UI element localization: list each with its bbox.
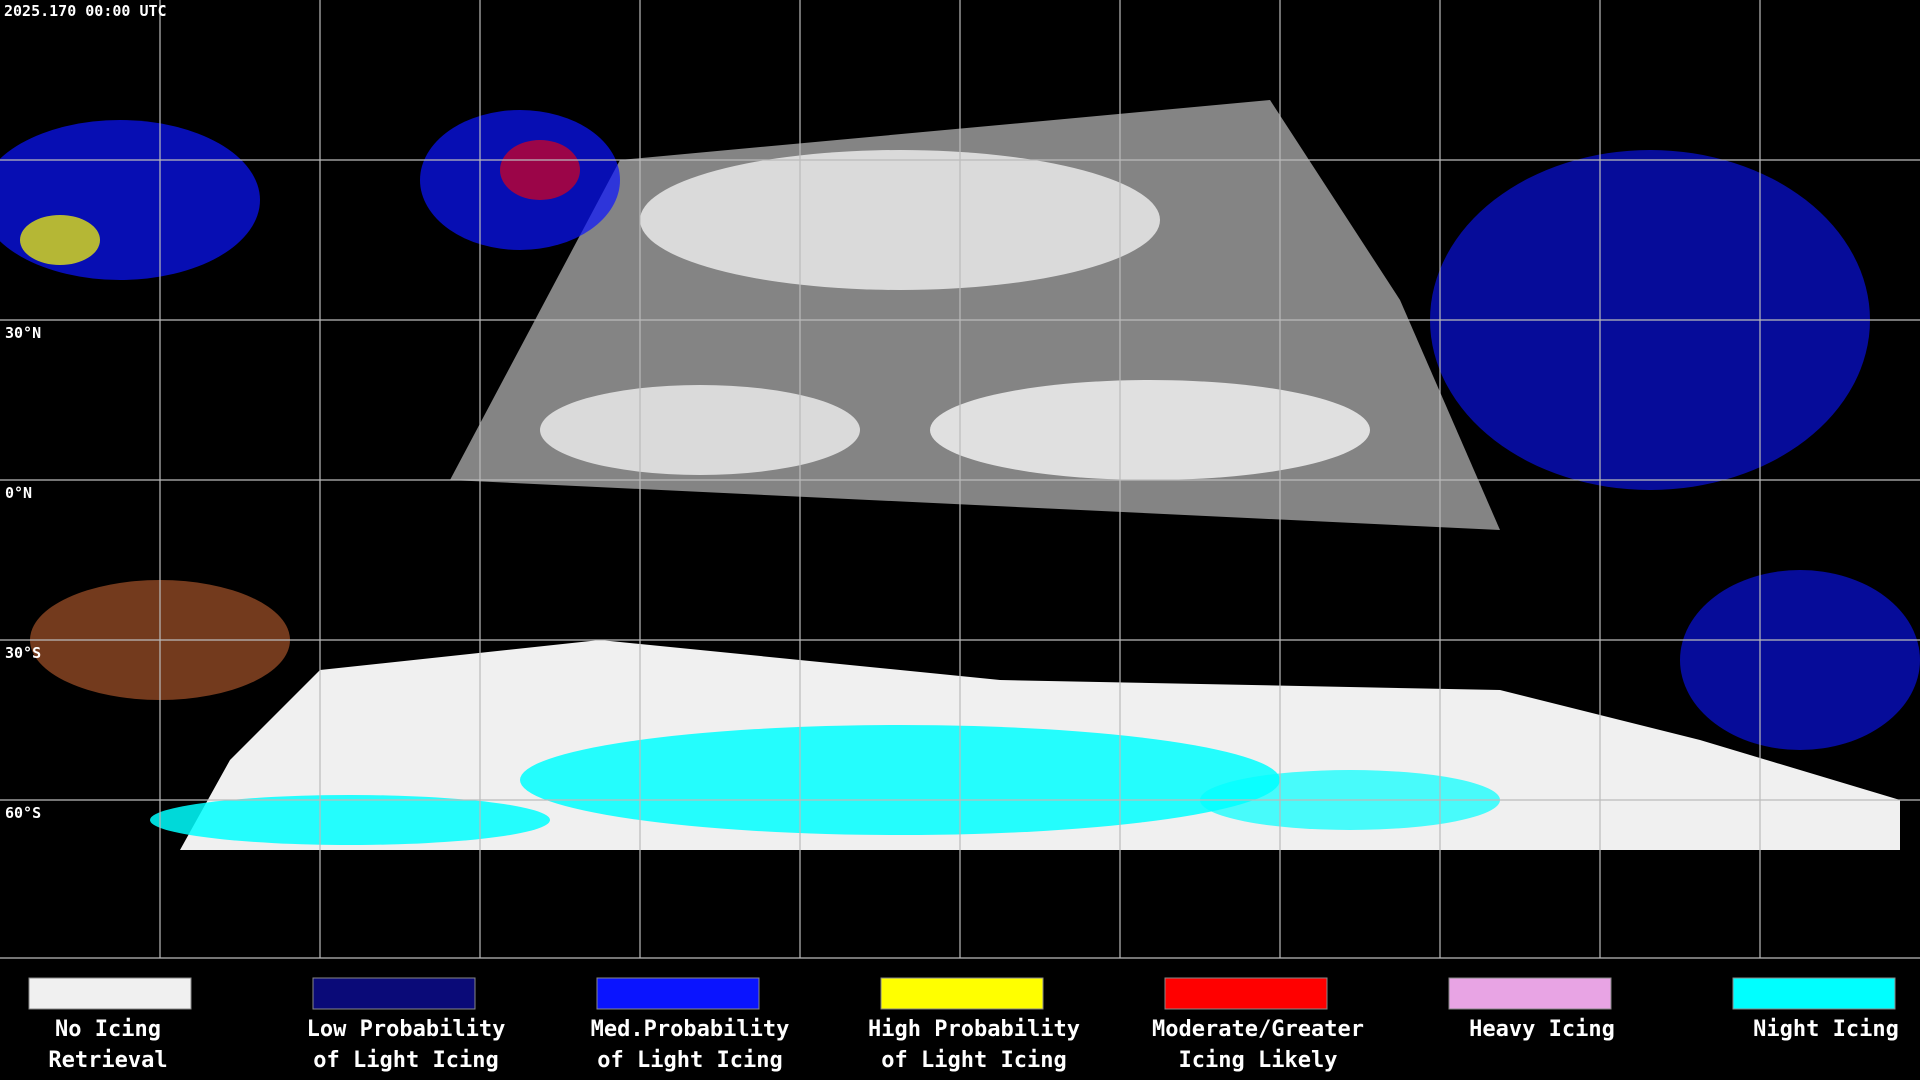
legend-label: Moderate/Greater	[1152, 1017, 1364, 1042]
night-icing-band	[150, 795, 550, 845]
legend-swatch	[1732, 977, 1896, 1010]
legend-swatch	[312, 977, 476, 1010]
legend-label: Icing Likely	[1179, 1048, 1338, 1073]
legend-swatch	[596, 977, 760, 1010]
legend-label: Night Icing	[1753, 1017, 1899, 1042]
legend-label: Heavy Icing	[1469, 1017, 1615, 1042]
latitude-label: 0°N	[5, 484, 32, 502]
icing-region	[500, 140, 580, 200]
legend-label: Med.Probability	[591, 1017, 790, 1042]
legend-label: High Probability	[868, 1017, 1080, 1042]
cloud-band	[930, 380, 1370, 480]
legend-label: of Light Icing	[881, 1048, 1066, 1073]
cloud-band	[540, 385, 860, 475]
icing-region	[1680, 570, 1920, 750]
latitude-label: 30°N	[5, 324, 41, 342]
legend-label: Retrieval	[48, 1048, 167, 1073]
latitude-label: 60°S	[5, 804, 41, 822]
icing-region	[20, 215, 100, 265]
night-icing-band	[520, 725, 1280, 835]
legend-label: of Light Icing	[313, 1048, 498, 1073]
legend-swatch	[1164, 977, 1328, 1010]
latitude-label: 30°S	[5, 644, 41, 662]
cloud-band	[640, 150, 1160, 290]
legend-label: of Light Icing	[597, 1048, 782, 1073]
legend-label: Low Probability	[307, 1017, 506, 1042]
legend-swatch	[28, 977, 192, 1010]
legend-swatch	[880, 977, 1044, 1010]
timestamp: 2025.170 00:00 UTC	[4, 2, 167, 20]
graticule	[0, 0, 1920, 959]
legend-label: No Icing	[55, 1017, 161, 1042]
legend-swatch	[1448, 977, 1612, 1010]
